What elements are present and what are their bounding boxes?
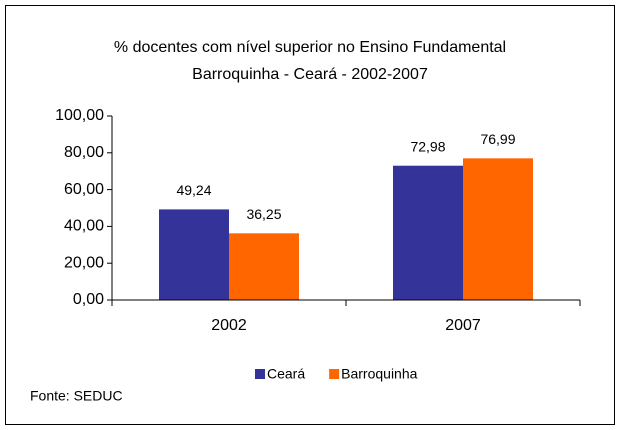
- y-tick-label: 20,00: [64, 254, 104, 271]
- value-label: 76,99: [480, 131, 515, 147]
- bar: [229, 233, 299, 300]
- value-label: 49,24: [176, 182, 211, 198]
- y-tick-label: 80,00: [64, 144, 104, 161]
- chart-title: % docentes com nível superior no Ensino …: [114, 39, 506, 56]
- legend-swatch: [255, 369, 265, 379]
- bar: [159, 209, 229, 300]
- legend-label: Barroquinha: [341, 366, 417, 382]
- x-tick-label: 2007: [445, 317, 481, 334]
- legend-swatch: [329, 369, 340, 379]
- y-tick-label: 60,00: [64, 181, 104, 198]
- value-label: 36,25: [246, 206, 281, 222]
- y-tick-label: 40,00: [64, 218, 104, 235]
- source-note: Fonte: SEDUC: [30, 388, 123, 404]
- x-tick-label: 2002: [211, 317, 247, 334]
- y-tick-label: 0,00: [73, 291, 104, 308]
- value-label: 72,98: [410, 138, 445, 154]
- chart-subtitle: Barroquinha - Ceará - 2002-2007: [192, 66, 428, 83]
- bar: [463, 158, 533, 300]
- legend-label: Ceará: [267, 366, 305, 382]
- bar: [393, 165, 463, 300]
- y-tick-label: 100,00: [55, 107, 104, 124]
